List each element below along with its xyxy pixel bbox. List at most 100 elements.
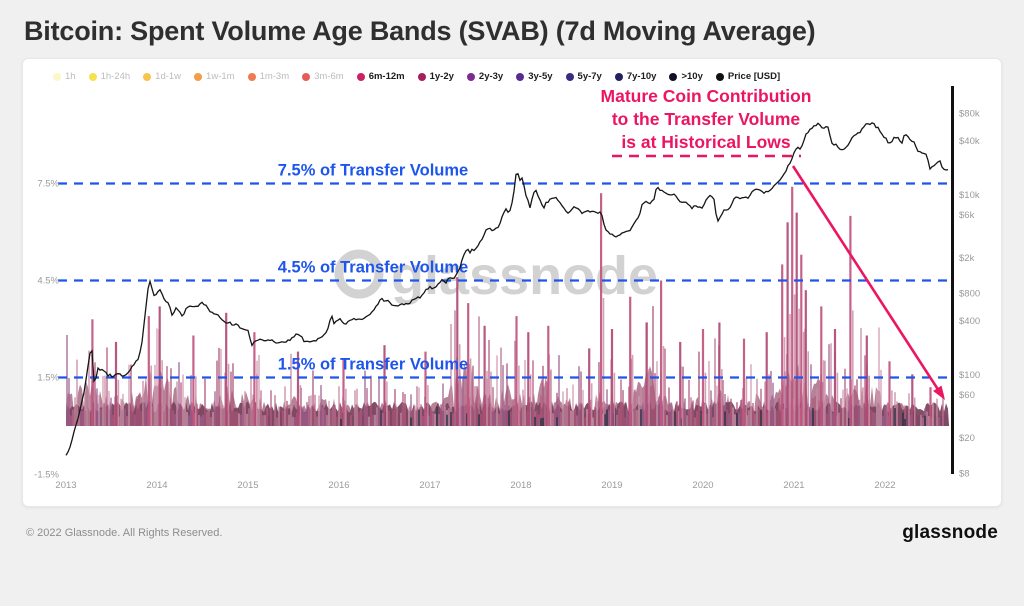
svab-major-spike — [147, 316, 150, 426]
svab-major-spike — [424, 351, 427, 426]
right-axis-tick: $8 — [959, 469, 970, 480]
annotation-arrow — [791, 165, 941, 392]
legend-item-price-usd[interactable]: Price [USD] — [715, 71, 781, 82]
legend-label: >10y — [681, 71, 703, 82]
svab-major-spike — [467, 303, 470, 426]
legend-swatch — [88, 72, 97, 81]
svab-major-spike — [483, 325, 486, 426]
legend-item-7y-10y[interactable]: 7y-10y — [614, 71, 657, 82]
legend-swatch — [669, 72, 678, 81]
ref-line-label: 1.5% of Transfer Volume — [278, 356, 468, 374]
svab-major-spike — [781, 264, 784, 426]
right-axis-tick: $80k — [959, 109, 980, 120]
right-axis-tick: $100 — [959, 370, 980, 381]
legend-item-1y-2y[interactable]: 1y-2y — [417, 71, 454, 82]
svab-chart: glassnode 7.5% of Transfer Volume 4.5% of … — [34, 86, 980, 491]
legend-item-1w-1m[interactable]: 1w-1m — [194, 71, 235, 82]
left-axis-tick: -1.5% — [34, 469, 59, 480]
svab-major-spike — [679, 341, 682, 426]
legend-label: 1m-3m — [259, 71, 290, 82]
annotation-line: is at Historical Lows — [621, 132, 790, 152]
x-axis-tick: 2021 — [783, 480, 804, 491]
ref-line-label: 7.5% of Transfer Volume — [278, 162, 468, 180]
legend-swatch — [565, 72, 574, 81]
svab-major-spike — [804, 290, 807, 426]
svab-major-spike — [765, 332, 768, 426]
svab-major-spike — [158, 306, 161, 426]
svab-major-spike — [253, 332, 256, 426]
svab-major-spike — [588, 348, 591, 426]
page: Bitcoin: Spent Volume Age Bands (SVAB) (… — [0, 16, 1024, 544]
legend-swatch — [356, 72, 365, 81]
left-axis-tick: 4.5% — [37, 276, 59, 287]
svab-major-spike — [849, 215, 852, 426]
glassnode-watermark: glassnode — [334, 246, 658, 306]
legend-item-1h[interactable]: 1h — [53, 71, 76, 82]
legend-item-10y[interactable]: >10y — [669, 71, 703, 82]
svab-major-spike — [718, 322, 721, 426]
legend-swatch — [143, 72, 152, 81]
svab-major-spike — [800, 254, 803, 426]
legend-swatch — [516, 72, 525, 81]
legend-item-3m-6m[interactable]: 3m-6m — [302, 71, 344, 82]
right-axis-tick: $20 — [959, 433, 975, 444]
legend-label: 1h-24h — [100, 71, 131, 82]
right-axis-tick: $2k — [959, 253, 975, 264]
legend-item-6m-12m[interactable]: 6m-12m — [356, 71, 405, 82]
right-axis-tick: $800 — [959, 289, 980, 300]
legend-item-1m-3m[interactable]: 1m-3m — [247, 71, 290, 82]
ref-line-label: 4.5% of Transfer Volume — [278, 259, 468, 277]
x-axis-tick: 2022 — [874, 480, 895, 491]
legend-swatch — [466, 72, 475, 81]
svab-spikes — [66, 186, 944, 426]
annotation-arrowhead — [933, 385, 945, 400]
svab-major-spike — [660, 280, 663, 426]
legend-label: 3y-5y — [528, 71, 553, 82]
legend-item-5y-7y[interactable]: 5y-7y — [565, 71, 602, 82]
legend-item-2y-3y[interactable]: 2y-3y — [466, 71, 503, 82]
page-title: Bitcoin: Spent Volume Age Bands (SVAB) (… — [24, 16, 816, 46]
svab-major-spike — [645, 322, 648, 426]
right-axis-tick: $6k — [959, 210, 975, 221]
x-axis-tick: 2020 — [692, 480, 713, 491]
right-axis-tick: $40k — [959, 136, 980, 147]
legend-label: 7y-10y — [626, 71, 657, 82]
right-axis-tick: $400 — [959, 316, 980, 327]
svab-major-spike — [786, 222, 789, 426]
legend-swatch — [614, 72, 623, 81]
chart-card: 1h 1h-24h 1d-1w 1w-1m 1m-3m 3m-6m 6m-12m 1y-2y 2… — [22, 58, 1002, 507]
legend-swatch — [715, 72, 724, 81]
x-axis-tick: 2018 — [510, 480, 531, 491]
svab-major-spike — [225, 312, 228, 426]
legend-swatch — [53, 72, 61, 81]
svab-major-spike — [342, 358, 345, 426]
legend-label: Price [USD] — [727, 71, 781, 82]
right-axis-tick: $60 — [959, 390, 975, 401]
legend-swatch — [194, 72, 203, 81]
x-axis-tick: 2016 — [328, 480, 349, 491]
legend-label: 1d-1w — [155, 71, 182, 82]
legend-item-3y-5y[interactable]: 3y-5y — [516, 71, 553, 82]
svab-major-spike — [791, 186, 794, 426]
annotation-line: Mature Coin Contribution — [601, 86, 812, 106]
glassnode-wordmark: glassnode — [902, 522, 998, 543]
legend-label: 1y-2y — [429, 71, 454, 82]
legend-label: 5y-7y — [577, 71, 602, 82]
right-axis-tick: $10k — [959, 190, 980, 201]
footer: © 2022 Glassnode. All Rights Reserved. g… — [26, 522, 998, 544]
svab-major-spike — [865, 335, 868, 426]
svab-major-spike — [527, 332, 530, 426]
svab-major-spike — [610, 329, 614, 426]
svab-major-spike — [547, 325, 550, 426]
x-axis-tick: 2019 — [601, 480, 622, 491]
legend-label: 1h — [65, 71, 76, 82]
svab-major-spike — [296, 351, 300, 426]
svab-major-spike — [742, 338, 746, 426]
left-axis-tick: 1.5% — [37, 373, 59, 384]
svab-major-spike — [888, 361, 891, 426]
svab-major-spike — [91, 319, 94, 426]
legend-item-1d-1w[interactable]: 1d-1w — [143, 71, 181, 82]
legend-item-1h-24h[interactable]: 1h-24h — [88, 71, 131, 82]
svab-major-spike — [114, 341, 118, 426]
legend-swatch — [417, 72, 426, 81]
